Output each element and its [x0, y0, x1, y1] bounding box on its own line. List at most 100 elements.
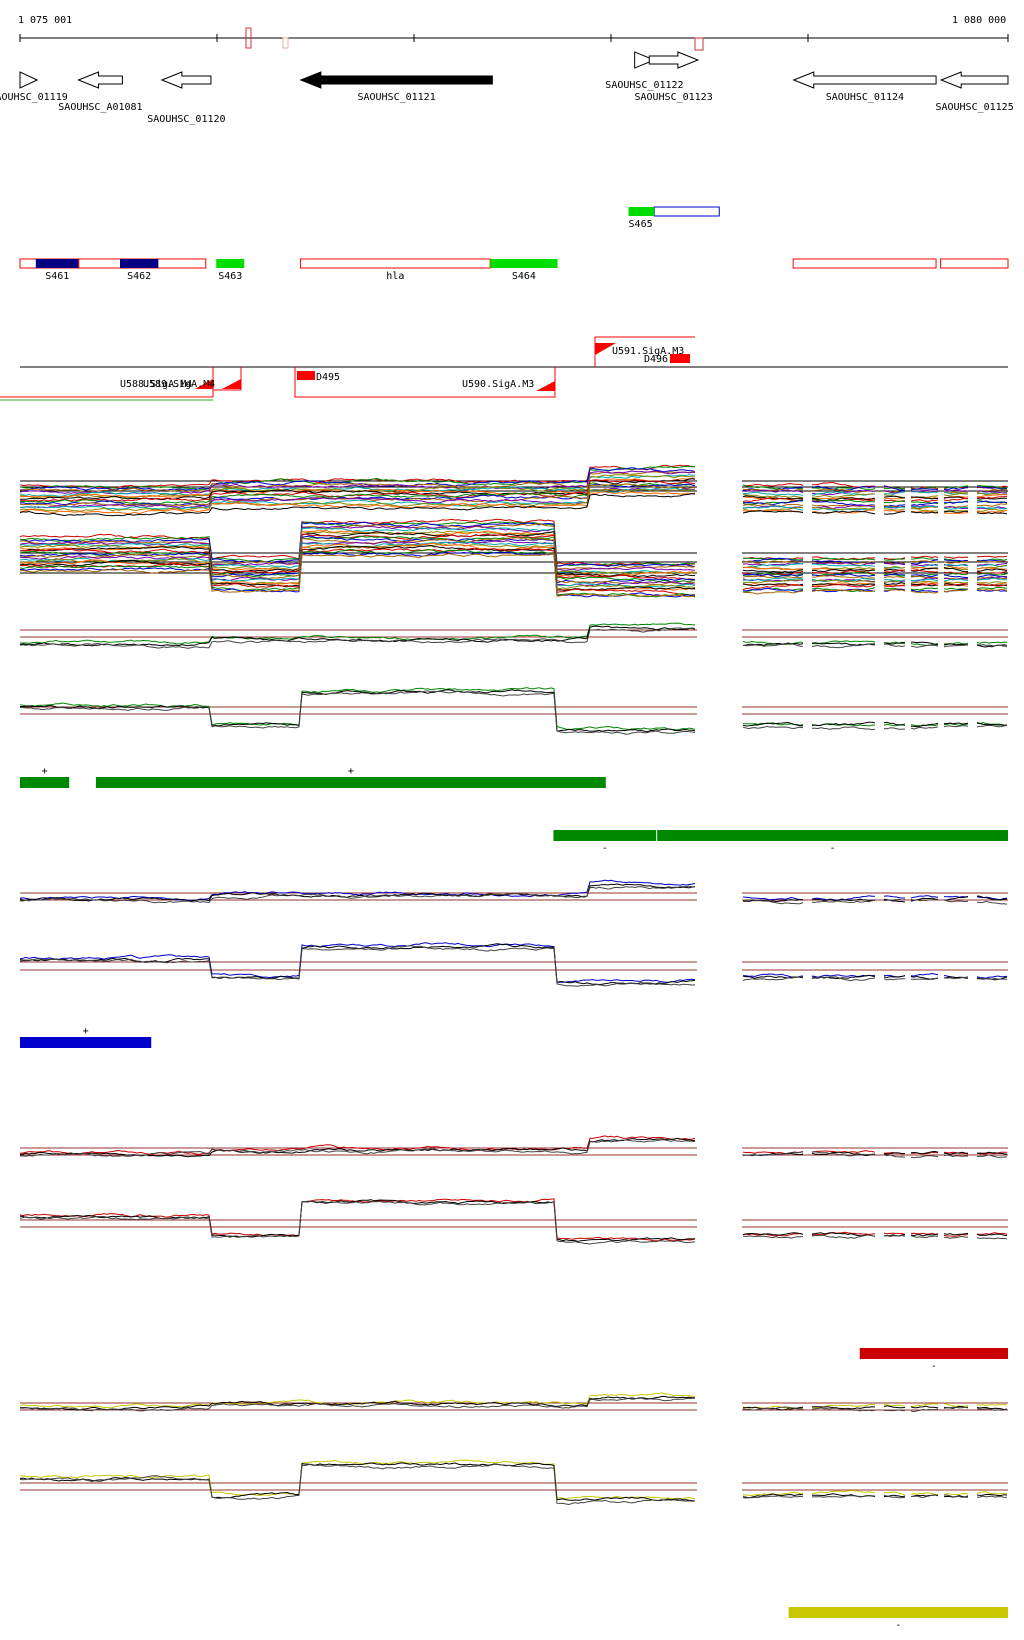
segment-outline [792, 258, 937, 269]
transcript-arrow-U590 [536, 381, 555, 391]
segment-outline [653, 206, 720, 217]
expression-profiles [19, 464, 1008, 1506]
gene-arrow [634, 51, 656, 69]
profile-trace [19, 535, 1008, 584]
profile-trace [20, 1397, 1008, 1413]
profile-trace [19, 627, 1008, 649]
axis-end-label: 1 080 000 [952, 15, 1006, 26]
axis-marker [245, 27, 252, 49]
axis-start-label: 1 075 001 [18, 15, 72, 26]
profile-trace [19, 1199, 1008, 1242]
profile-trace [19, 493, 1008, 517]
segment-track: S461 S462 S463 hla S464 S465 [19, 206, 1009, 282]
profile-trace [19, 474, 1008, 497]
profile-trace [20, 1139, 1008, 1159]
transcript-label-U588: U588.SigA.M4 [120, 379, 192, 390]
segment-label: S465 [629, 219, 653, 230]
profile-trace [19, 553, 1008, 598]
profile-trace [19, 482, 1008, 505]
profile-trace [19, 625, 1008, 648]
transcript-label-U591: U591.SigA.M3 [612, 346, 684, 357]
condition-plus-bar [95, 777, 606, 788]
transcript-line-U591 [594, 336, 695, 367]
profile-trace [19, 491, 1008, 515]
profile-trace [20, 474, 1008, 499]
profile-trace [19, 1200, 1008, 1245]
strand-plus-label: + [42, 766, 48, 777]
strand-plus-label: + [83, 1026, 89, 1037]
condition-minus-bar [859, 1348, 1008, 1359]
segment-label: S462 [127, 271, 151, 282]
profile-trace [19, 883, 1008, 903]
axis-marker [694, 37, 704, 51]
profile-trace [19, 944, 1008, 987]
strand-minus-label: - [895, 1620, 901, 1631]
profile-trace [19, 879, 1008, 902]
segment-fill [120, 259, 159, 268]
strand-plus-label: + [348, 766, 354, 777]
axis-marker [282, 37, 289, 49]
gene-label: SAOUHSC_01119 [0, 92, 68, 103]
profile-trace [19, 1135, 1007, 1155]
gene-label: SAOUHSC_01120 [147, 114, 225, 125]
gene-label: SAOUHSC_01125 [935, 102, 1013, 113]
segment-label: hla [386, 271, 404, 282]
profile-trace [19, 527, 1008, 574]
gene-label: SAOUHSC_01124 [826, 92, 904, 103]
gene-arrow [19, 71, 39, 89]
profile-trace [19, 885, 1008, 905]
profile-trace [19, 943, 1008, 986]
gene-arrow [77, 71, 123, 89]
transcript-arrow-U589 [222, 379, 241, 389]
segment-fill [216, 259, 245, 268]
transcript-label-D496: D496 [644, 354, 668, 365]
transcript-line-U588 [0, 367, 214, 398]
strand-minus-label: - [602, 843, 608, 854]
gene-arrow [160, 71, 212, 89]
transcript-track: U591.SigA.M3 D496 D495 U590.SigA.M3 U588… [0, 336, 1008, 401]
gene-label: SAOUHSC_A01081 [58, 102, 142, 113]
transcript-line-U589 [213, 367, 242, 391]
profile-trace [19, 689, 1007, 733]
segment-outline [940, 258, 1009, 269]
profile-trace [19, 1463, 1008, 1506]
profile-trace [20, 530, 1008, 578]
segment-label: S463 [218, 271, 242, 282]
gene-label: SAOUHSC_01122 [605, 80, 683, 91]
profile-trace [19, 1462, 1008, 1502]
profile-trace [19, 529, 1008, 577]
gene-arrow [299, 71, 493, 89]
strand-minus-label: - [931, 1361, 937, 1372]
segment-fill [490, 259, 558, 268]
condition-plus-bar [20, 1037, 152, 1048]
gene-arrow [792, 71, 937, 89]
gene-label: SAOUHSC_01123 [634, 92, 712, 103]
strand-minus-label: - [830, 843, 836, 854]
profile-trace [20, 622, 1008, 646]
transcript-box-D496 [670, 354, 690, 363]
segment-fill [628, 207, 655, 216]
profile-trace [19, 1198, 1008, 1242]
transcript-label-D495: D495 [316, 372, 340, 383]
transcript-label-U589: U589.SigA.M4 [143, 379, 215, 390]
profile-trace [19, 488, 1008, 512]
condition-minus-bar [657, 830, 1008, 841]
segment-label: S461 [45, 271, 69, 282]
profile-trace [19, 525, 1008, 571]
profile-trace [19, 535, 1008, 583]
profile-trace [19, 465, 1008, 491]
coordinate-axis: 1 075 001 1 080 000 [18, 15, 1009, 51]
gene-arrow [648, 51, 700, 69]
transcript-box-D495 [297, 371, 315, 380]
segment-outline [299, 258, 491, 269]
profile-trace [19, 483, 1008, 508]
gene-arrow [939, 71, 1009, 89]
condition-minus-bar [553, 830, 657, 841]
profile-trace [20, 690, 1008, 735]
condition-plus-bar [20, 777, 70, 788]
gene-label: SAOUHSC_01121 [357, 92, 435, 103]
profile-trace [19, 547, 1008, 596]
profile-trace [20, 1395, 1008, 1411]
